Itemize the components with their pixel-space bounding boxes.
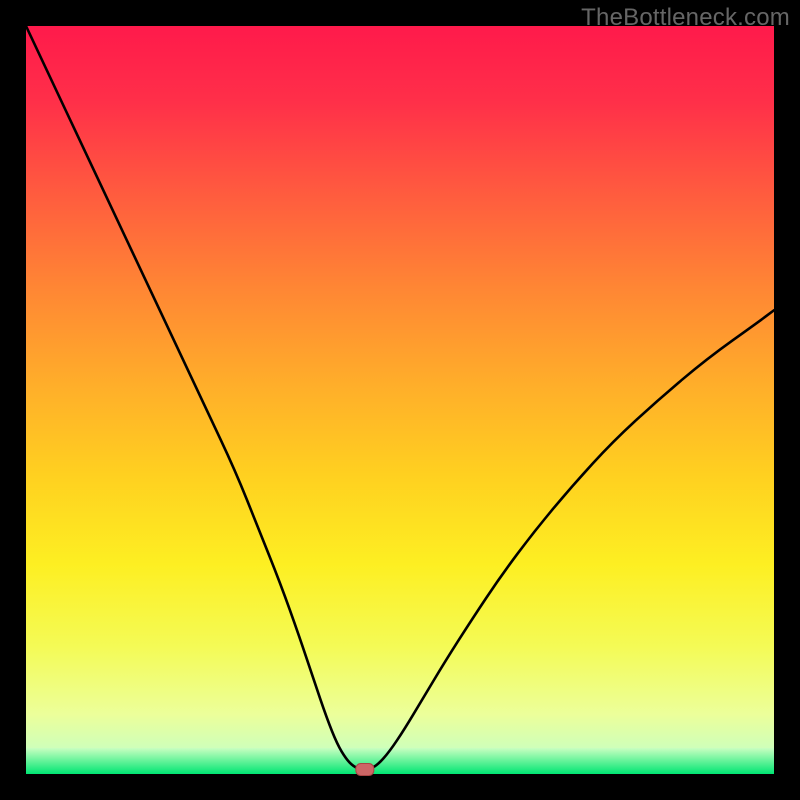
chart-green-strip — [26, 748, 774, 774]
watermark-text: TheBottleneck.com — [581, 4, 790, 32]
bottleneck-chart: TheBottleneck.com — [0, 0, 800, 800]
chart-background-gradient — [26, 26, 774, 774]
